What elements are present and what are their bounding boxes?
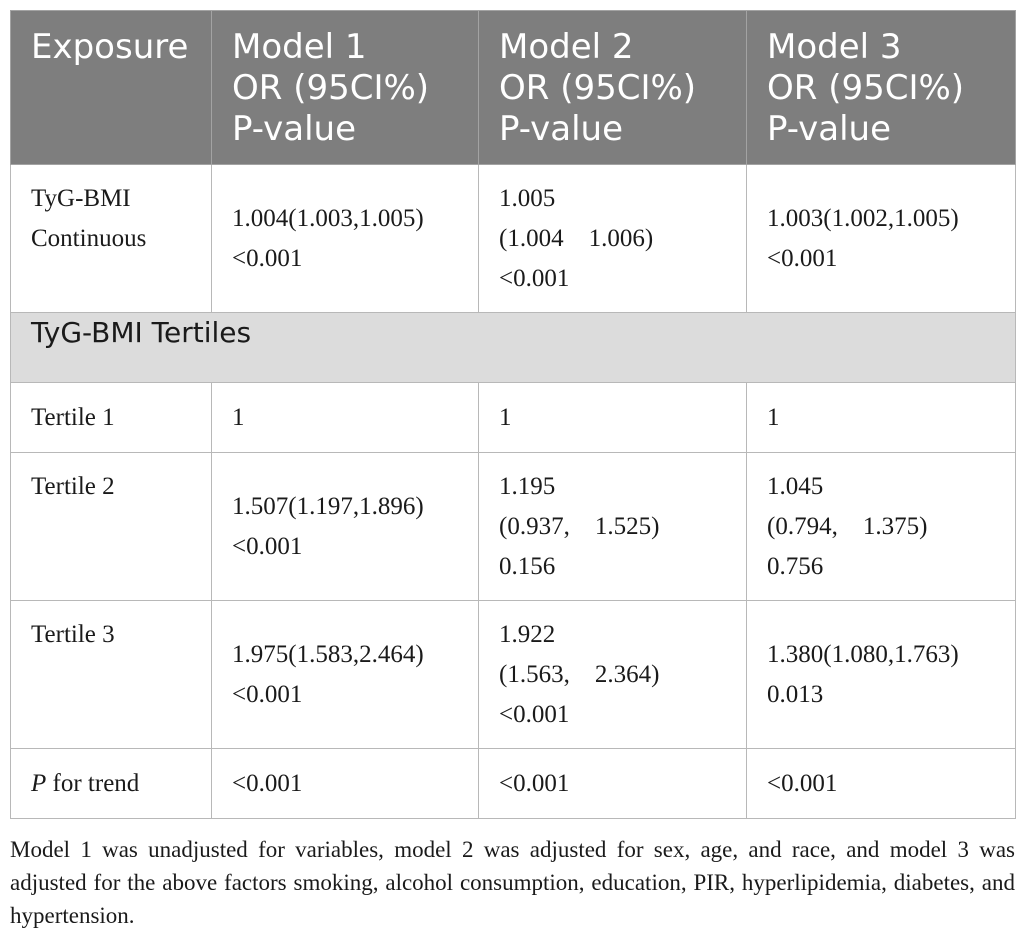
- cell-model2: 1.922 (1.563, 2.364) <0.001: [478, 600, 747, 749]
- section-row-tertiles: TyG-BMI Tertiles: [10, 312, 1016, 383]
- cell-model1: 1: [211, 382, 479, 453]
- table-footnote: Model 1 was unadjusted for variables, mo…: [10, 837, 1015, 928]
- header-model3: Model 3 OR (95CI%) P-value: [746, 10, 1016, 165]
- cell-model3: 1.045 (0.794, 1.375) 0.756: [746, 452, 1016, 601]
- header-model1: Model 1 OR (95CI%) P-value: [211, 10, 479, 165]
- header-exposure: Exposure: [10, 10, 212, 165]
- cell-model1: <0.001: [211, 748, 479, 819]
- row-label: Tertile 1: [10, 382, 212, 453]
- table-row-continuous: TyG-BMI Continuous 1.004(1.003,1.005) <0…: [10, 164, 1016, 313]
- cell-model2: 1.195 (0.937, 1.525) 0.156: [478, 452, 747, 601]
- cell-model1: 1.004(1.003,1.005) <0.001: [211, 164, 479, 313]
- cell-model1: 1.975(1.583,2.464) <0.001: [211, 600, 479, 749]
- cell-model3: 1.003(1.002,1.005) <0.001: [746, 164, 1016, 313]
- row-label: Tertile 2: [10, 452, 212, 601]
- p-italic: P: [31, 770, 47, 797]
- row-label: Tertile 3: [10, 600, 212, 749]
- regression-table: Exposure Model 1 OR (95CI%) P-value Mode…: [10, 10, 1016, 819]
- table-row-trend: P for trend <0.001 <0.001 <0.001: [10, 748, 1016, 819]
- table-row-tertile1: Tertile 1 1 1 1: [10, 382, 1016, 453]
- section-title: TyG-BMI Tertiles: [10, 312, 1016, 383]
- cell-model1: 1.507(1.197,1.896) <0.001: [211, 452, 479, 601]
- trend-label-rest: for trend: [46, 770, 140, 797]
- cell-model2: 1: [478, 382, 747, 453]
- table-row-tertile2: Tertile 2 1.507(1.197,1.896) <0.001 1.19…: [10, 452, 1016, 601]
- cell-model3: 1: [746, 382, 1016, 453]
- header-row: Exposure Model 1 OR (95CI%) P-value Mode…: [10, 10, 1016, 165]
- row-label: P for trend: [10, 748, 212, 819]
- row-label: TyG-BMI Continuous: [10, 164, 212, 313]
- cell-model3: 1.380(1.080,1.763) 0.013: [746, 600, 1016, 749]
- cell-model2: 1.005 (1.004 1.006) <0.001: [478, 164, 747, 313]
- header-model2: Model 2 OR (95CI%) P-value: [478, 10, 747, 165]
- cell-model3: <0.001: [746, 748, 1016, 819]
- cell-model2: <0.001: [478, 748, 747, 819]
- table-row-tertile3: Tertile 3 1.975(1.583,2.464) <0.001 1.92…: [10, 600, 1016, 749]
